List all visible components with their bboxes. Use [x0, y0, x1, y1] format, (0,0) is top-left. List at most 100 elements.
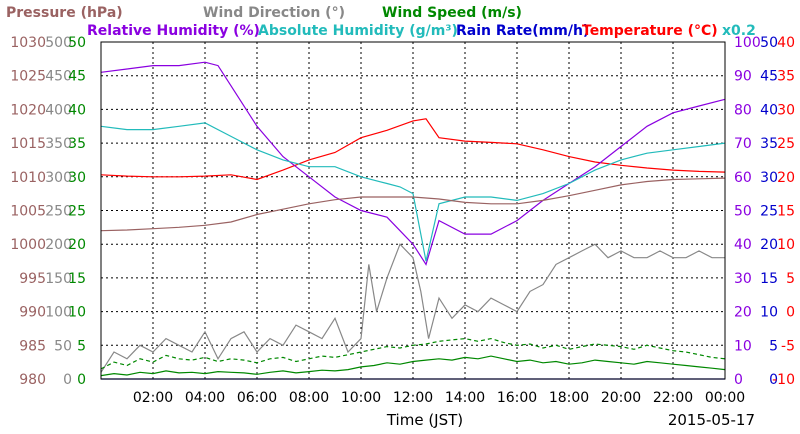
- legend-item: x0.2: [722, 23, 756, 39]
- plot-grid: [101, 42, 725, 379]
- tick-label-rain-rate: 0: [769, 372, 778, 388]
- series-pressure-hpa: [100, 177, 726, 232]
- tick-label-pressure: 1025: [10, 69, 46, 85]
- x-tick-label: 12:00: [393, 390, 433, 406]
- legend-item: Wind Direction (°): [203, 5, 345, 21]
- series-relative-humidity: [100, 61, 726, 266]
- chart-date: 2015-05-17: [668, 411, 755, 429]
- tick-label-wind-speed: 30: [68, 170, 86, 186]
- tick-label-pressure: 1030: [10, 35, 46, 51]
- legend-item: Rain Rate(mm/h): [456, 23, 589, 39]
- tick-label-pressure: 1020: [10, 102, 46, 118]
- tick-label-wind-speed: 40: [68, 102, 86, 118]
- tick-label-humidity: 0: [734, 372, 743, 388]
- tick-label-humidity: 20: [734, 305, 752, 321]
- x-tick-label: 04:00: [185, 390, 225, 406]
- tick-label-rain-rate: 15: [760, 271, 778, 287]
- tick-label-temperature: 40: [777, 35, 795, 51]
- tick-label-humidity: 100: [734, 35, 761, 51]
- tick-label-humidity: 10: [734, 338, 752, 354]
- tick-label-rain-rate: 40: [760, 102, 778, 118]
- tick-label-pressure: 980: [19, 372, 46, 388]
- legend-item: Wind Speed (m/s): [382, 5, 522, 21]
- tick-label-wind-direction: 150: [45, 271, 72, 287]
- x-tick-label: 22:00: [653, 390, 693, 406]
- x-tick-label: 06:00: [237, 390, 277, 406]
- x-tick-label: 14:00: [445, 390, 485, 406]
- tick-label-temperature: -10: [772, 372, 795, 388]
- series-wind-direction: [100, 243, 725, 373]
- x-tick-label: 16:00: [497, 390, 537, 406]
- tick-label-rain-rate: 50: [760, 35, 778, 51]
- tick-label-wind-speed: 5: [77, 338, 86, 354]
- tick-label-rain-rate: 20: [760, 237, 778, 253]
- x-axis: 02:00 04:00 06:00 08:00 10:00 12:00 14:00 16:00…: [133, 390, 755, 429]
- series-wind-speed-gust: [100, 337, 726, 370]
- tick-label-pressure: 1000: [10, 237, 46, 253]
- series-temperature-c: [100, 118, 726, 181]
- legend-item: Relative Humidity (%): [87, 23, 260, 39]
- tick-label-pressure: 985: [19, 338, 46, 354]
- tick-label-wind-direction: 250: [45, 204, 72, 220]
- tick-label-wind-direction: 200: [45, 237, 72, 253]
- tick-label-pressure: 1015: [10, 136, 46, 152]
- tick-label-humidity: 80: [734, 102, 752, 118]
- tick-label-wind-direction: 350: [45, 136, 72, 152]
- tick-label-wind-speed: 10: [68, 305, 86, 321]
- tick-label-temperature: 35: [777, 69, 795, 85]
- tick-label-wind-speed: 25: [68, 204, 86, 220]
- tick-label-wind-direction: 0: [63, 372, 72, 388]
- tick-label-wind-speed: 0: [77, 372, 86, 388]
- tick-label-temperature: 10: [777, 237, 795, 253]
- plot-frame: [100, 41, 726, 380]
- series-absolute-humidity-g-m: [100, 122, 726, 262]
- tick-label-temperature: 20: [777, 170, 795, 186]
- tick-label-wind-direction: 400: [45, 102, 72, 118]
- x-tick-label: 10:00: [341, 390, 381, 406]
- legend-item: Pressure (hPa): [6, 5, 123, 21]
- tick-label-wind-speed: 20: [68, 237, 86, 253]
- tick-label-wind-speed: 45: [68, 69, 86, 85]
- tick-label-humidity: 40: [734, 237, 752, 253]
- tick-label-rain-rate: 35: [760, 136, 778, 152]
- tick-label-wind-direction: 450: [45, 69, 72, 85]
- tick-label-pressure: 1010: [10, 170, 46, 186]
- series-wind-speed-m-s: [100, 355, 726, 377]
- tick-label-rain-rate: 45: [760, 69, 778, 85]
- tick-label-rain-rate: 5: [769, 338, 778, 354]
- x-tick-label: 18:00: [549, 390, 589, 406]
- tick-label-temperature: 25: [777, 136, 795, 152]
- tick-label-humidity: 70: [734, 136, 752, 152]
- tick-label-humidity: 60: [734, 170, 752, 186]
- tick-label-wind-speed: 35: [68, 136, 86, 152]
- tick-label-wind-direction: 500: [45, 35, 72, 51]
- tick-label-temperature: 15: [777, 204, 795, 220]
- tick-label-pressure: 1005: [10, 204, 46, 220]
- x-tick-label: 00:00: [705, 390, 745, 406]
- tick-label-humidity: 90: [734, 69, 752, 85]
- tick-label-temperature: 0: [786, 305, 795, 321]
- tick-label-temperature: -5: [781, 338, 795, 354]
- legend: Pressure (hPa) Wind Direction (°) Wind Spe…: [6, 5, 756, 39]
- legend-item: Temperature (°C): [582, 23, 718, 39]
- tick-label-wind-direction: 100: [45, 305, 72, 321]
- tick-label-humidity: 50: [734, 204, 752, 220]
- tick-label-humidity: 30: [734, 271, 752, 287]
- tick-label-rain-rate: 10: [760, 305, 778, 321]
- tick-label-pressure: 995: [19, 271, 46, 287]
- x-tick-label: 20:00: [601, 390, 641, 406]
- tick-label-temperature: 30: [777, 102, 795, 118]
- x-tick-label: 08:00: [289, 390, 329, 406]
- axes-layer: 1030102510201015101010051000995990985980…: [10, 35, 795, 388]
- legend-item: Absolute Humidity (g/m³): [258, 23, 458, 39]
- tick-label-rain-rate: 30: [760, 170, 778, 186]
- tick-label-wind-speed: 15: [68, 271, 86, 287]
- tick-label-temperature: 5: [786, 271, 795, 287]
- tick-label-rain-rate: 25: [760, 204, 778, 220]
- tick-label-wind-direction: 300: [45, 170, 72, 186]
- x-axis-label: Time (JST): [386, 411, 463, 429]
- tick-label-wind-speed: 50: [68, 35, 86, 51]
- tick-label-wind-direction: 50: [54, 338, 72, 354]
- tick-label-pressure: 990: [19, 305, 46, 321]
